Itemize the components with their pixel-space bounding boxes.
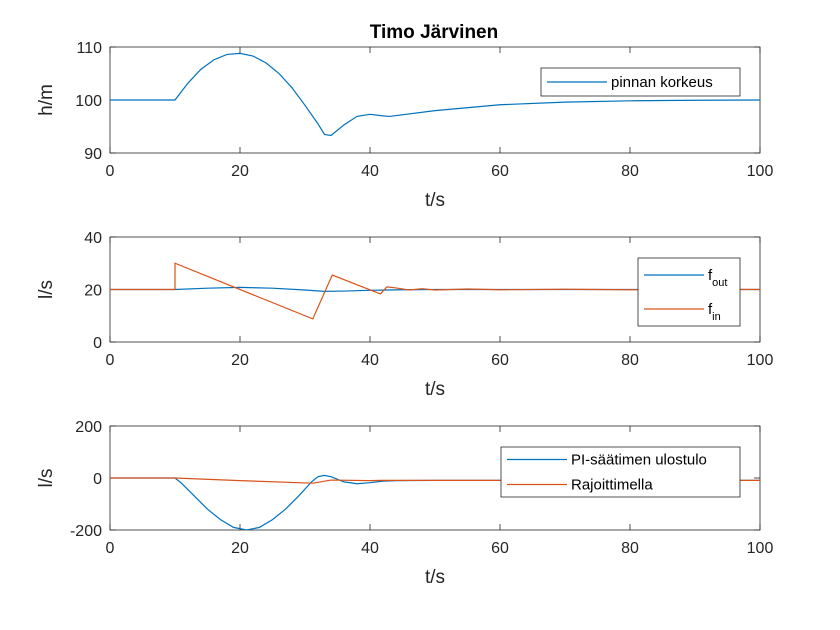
series-group (110, 262, 760, 320)
x-tick-label: 100 (747, 540, 774, 557)
legend-label-subscript: out (712, 277, 727, 289)
x-tick-label: 20 (231, 352, 249, 369)
x-tick-label: 60 (491, 163, 509, 180)
x-tick-label: 40 (361, 540, 379, 557)
y-tick-label: 0 (93, 335, 102, 352)
y-tick-label: 40 (84, 230, 102, 247)
x-tick-label: 20 (231, 163, 249, 180)
x-tick-label: 100 (747, 163, 774, 180)
y-tick-label: -200 (70, 523, 102, 540)
y-axis-label: l/s (36, 469, 57, 488)
x-tick-label: 20 (231, 540, 249, 557)
legend-label: pinnan korkeus (611, 74, 713, 91)
y-tick-label: 90 (84, 146, 102, 163)
legend-box (637, 257, 741, 327)
plot-panel-1: 0 20 40 60 80 100 90 100 110 t/s h/m pinnan korkeus (36, 40, 773, 211)
y-tick-label: 100 (75, 93, 102, 110)
y-tick-label: 0 (93, 471, 102, 488)
y-tick-label: 20 (84, 283, 102, 300)
y-tick-label: 110 (76, 40, 102, 57)
series-line-2 (110, 262, 760, 320)
y-tick-label: 200 (75, 419, 102, 436)
legend-label: Rajoittimella (571, 477, 653, 494)
x-axis-label: t/s (425, 190, 445, 211)
x-tick-label: 60 (491, 352, 509, 369)
legend-label-text: Rajoittimella (571, 477, 653, 494)
x-tick-label: 0 (106, 163, 115, 180)
x-axis-label: t/s (425, 567, 445, 588)
y-axis-label: l/s (36, 280, 57, 299)
legend-label: fout (708, 267, 727, 289)
x-tick-label: 80 (621, 352, 639, 369)
legend-label-subscript: in (712, 311, 721, 323)
series-line-1 (110, 52, 760, 137)
x-tick-label: 60 (491, 540, 509, 557)
axes-frame (109, 46, 761, 154)
x-tick-label: 40 (361, 163, 379, 180)
legend-label: PI-säätimen ulostulo (571, 452, 707, 469)
legend-label-text: pinnan korkeus (611, 74, 713, 91)
x-tick-label: 0 (106, 540, 115, 557)
legend: PI-säätimen ulostulo Rajoittimella (500, 446, 741, 498)
x-tick-label: 0 (106, 352, 115, 369)
y-axis-label: h/m (36, 84, 57, 116)
legend-label-text: f (708, 267, 713, 284)
legend-label: fin (708, 301, 721, 323)
series-group (110, 52, 760, 137)
x-tick-label: 80 (621, 163, 639, 180)
legend-box (500, 446, 741, 498)
x-axis-label: t/s (425, 379, 445, 400)
legend-label-text: f (708, 301, 713, 318)
legend-label-text: PI-säätimen ulostulo (571, 452, 707, 469)
x-tick-label: 40 (361, 352, 379, 369)
x-tick-label: 100 (747, 352, 774, 369)
legend: pinnan korkeus (540, 67, 741, 97)
figure-title: Timo Järvinen (370, 22, 498, 43)
x-tick-label: 80 (621, 540, 639, 557)
